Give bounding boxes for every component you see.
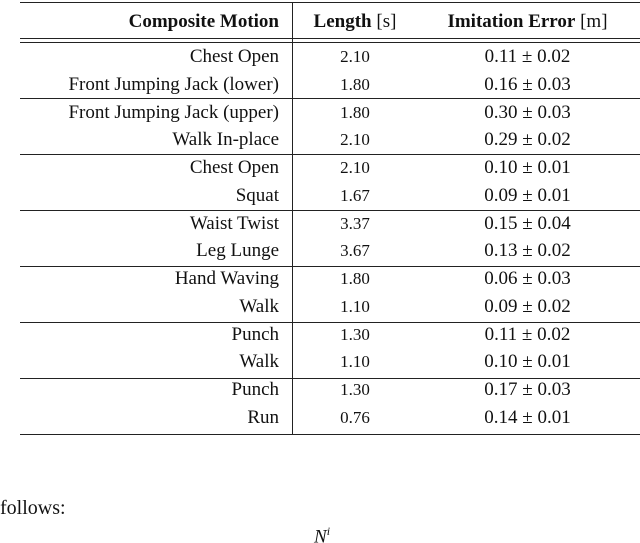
- table-cell: 3.37: [340, 213, 370, 233]
- table-cell: 1.10: [340, 296, 370, 316]
- table-cell: 0.14 ± 0.01: [484, 406, 571, 428]
- table-rule: [20, 38, 640, 39]
- table-rule: [20, 266, 640, 267]
- table-cell: Chest Open: [189, 46, 279, 67]
- table-cell: 0.30 ± 0.03: [484, 101, 571, 123]
- table-cell: 1.80: [340, 102, 370, 122]
- table-cell: 0.15 ± 0.04: [484, 212, 571, 234]
- formula: Ni: [314, 524, 330, 543]
- table-cell: 0.76: [340, 407, 370, 427]
- table-cell: Hand Waving: [174, 268, 279, 289]
- table-cell: 0.11 ± 0.02: [484, 323, 571, 345]
- table-cell: Leg Lunge: [196, 240, 279, 261]
- table-cell: 0.10 ± 0.01: [484, 351, 571, 372]
- table-rule: [20, 210, 640, 211]
- table-rule: [20, 322, 640, 323]
- table-cell: 2.10: [340, 47, 370, 66]
- table-cell: Run: [247, 406, 279, 428]
- table-cell: Squat: [235, 184, 279, 206]
- table-cell: 1.80: [340, 269, 370, 288]
- header-cell: Imitation Error [m]: [420, 10, 635, 34]
- table-rule: [20, 2, 640, 3]
- table-cell: 0.11 ± 0.02: [484, 46, 571, 67]
- table-cell: 1.67: [340, 185, 370, 205]
- column-divider: [292, 2, 293, 435]
- table-cell: 2.10: [340, 158, 370, 177]
- formula-base: N: [314, 526, 327, 543]
- table-cell: Walk: [239, 295, 279, 317]
- table-cell: Front Jumping Jack (upper): [68, 101, 279, 123]
- table-cell: 0.16 ± 0.03: [484, 73, 571, 95]
- table-cell: 0.09 ± 0.01: [484, 184, 571, 206]
- table-cell: Front Jumping Jack (lower): [68, 73, 279, 95]
- table-rule: [20, 378, 640, 379]
- table-cell: Waist Twist: [189, 212, 279, 234]
- table-cell: 0.10 ± 0.01: [484, 157, 571, 178]
- table-cell: 3.67: [340, 241, 370, 260]
- header-cell: Length [s]: [300, 10, 410, 34]
- header-cell: Composite Motion: [129, 10, 279, 34]
- table-cell: 1.80: [340, 74, 370, 94]
- table-rule: [20, 434, 640, 435]
- table-cell: 0.29 ± 0.02: [484, 129, 571, 150]
- table-cell: Punch: [231, 323, 280, 345]
- header-text: Imitation Error: [447, 11, 576, 32]
- table-cell: 0.06 ± 0.03: [484, 268, 571, 289]
- table-cell: 0.13 ± 0.02: [484, 240, 571, 261]
- table-cell: 0.17 ± 0.03: [484, 379, 571, 400]
- table-cell: 1.30: [340, 380, 370, 399]
- table-cell: Punch: [231, 379, 280, 400]
- table-cell: 2.10: [340, 130, 370, 149]
- header-unit: [m]: [580, 11, 608, 32]
- formula-sup: i: [326, 524, 331, 538]
- table-cell: Walk: [239, 351, 279, 372]
- paragraph-text: follows:: [0, 497, 66, 519]
- table-rule: [20, 98, 640, 99]
- header-text: Composite Motion: [128, 11, 279, 32]
- table-rule: [20, 154, 640, 155]
- table-cell: 1.10: [340, 352, 370, 371]
- table-cell: 1.30: [340, 324, 370, 344]
- table-rule: [20, 42, 640, 43]
- header-unit: [s]: [376, 11, 397, 32]
- header-text: Length: [313, 11, 372, 32]
- table-cell: 0.09 ± 0.02: [484, 295, 571, 317]
- table-cell: Chest Open: [189, 157, 279, 178]
- table-cell: Walk In-place: [172, 129, 279, 150]
